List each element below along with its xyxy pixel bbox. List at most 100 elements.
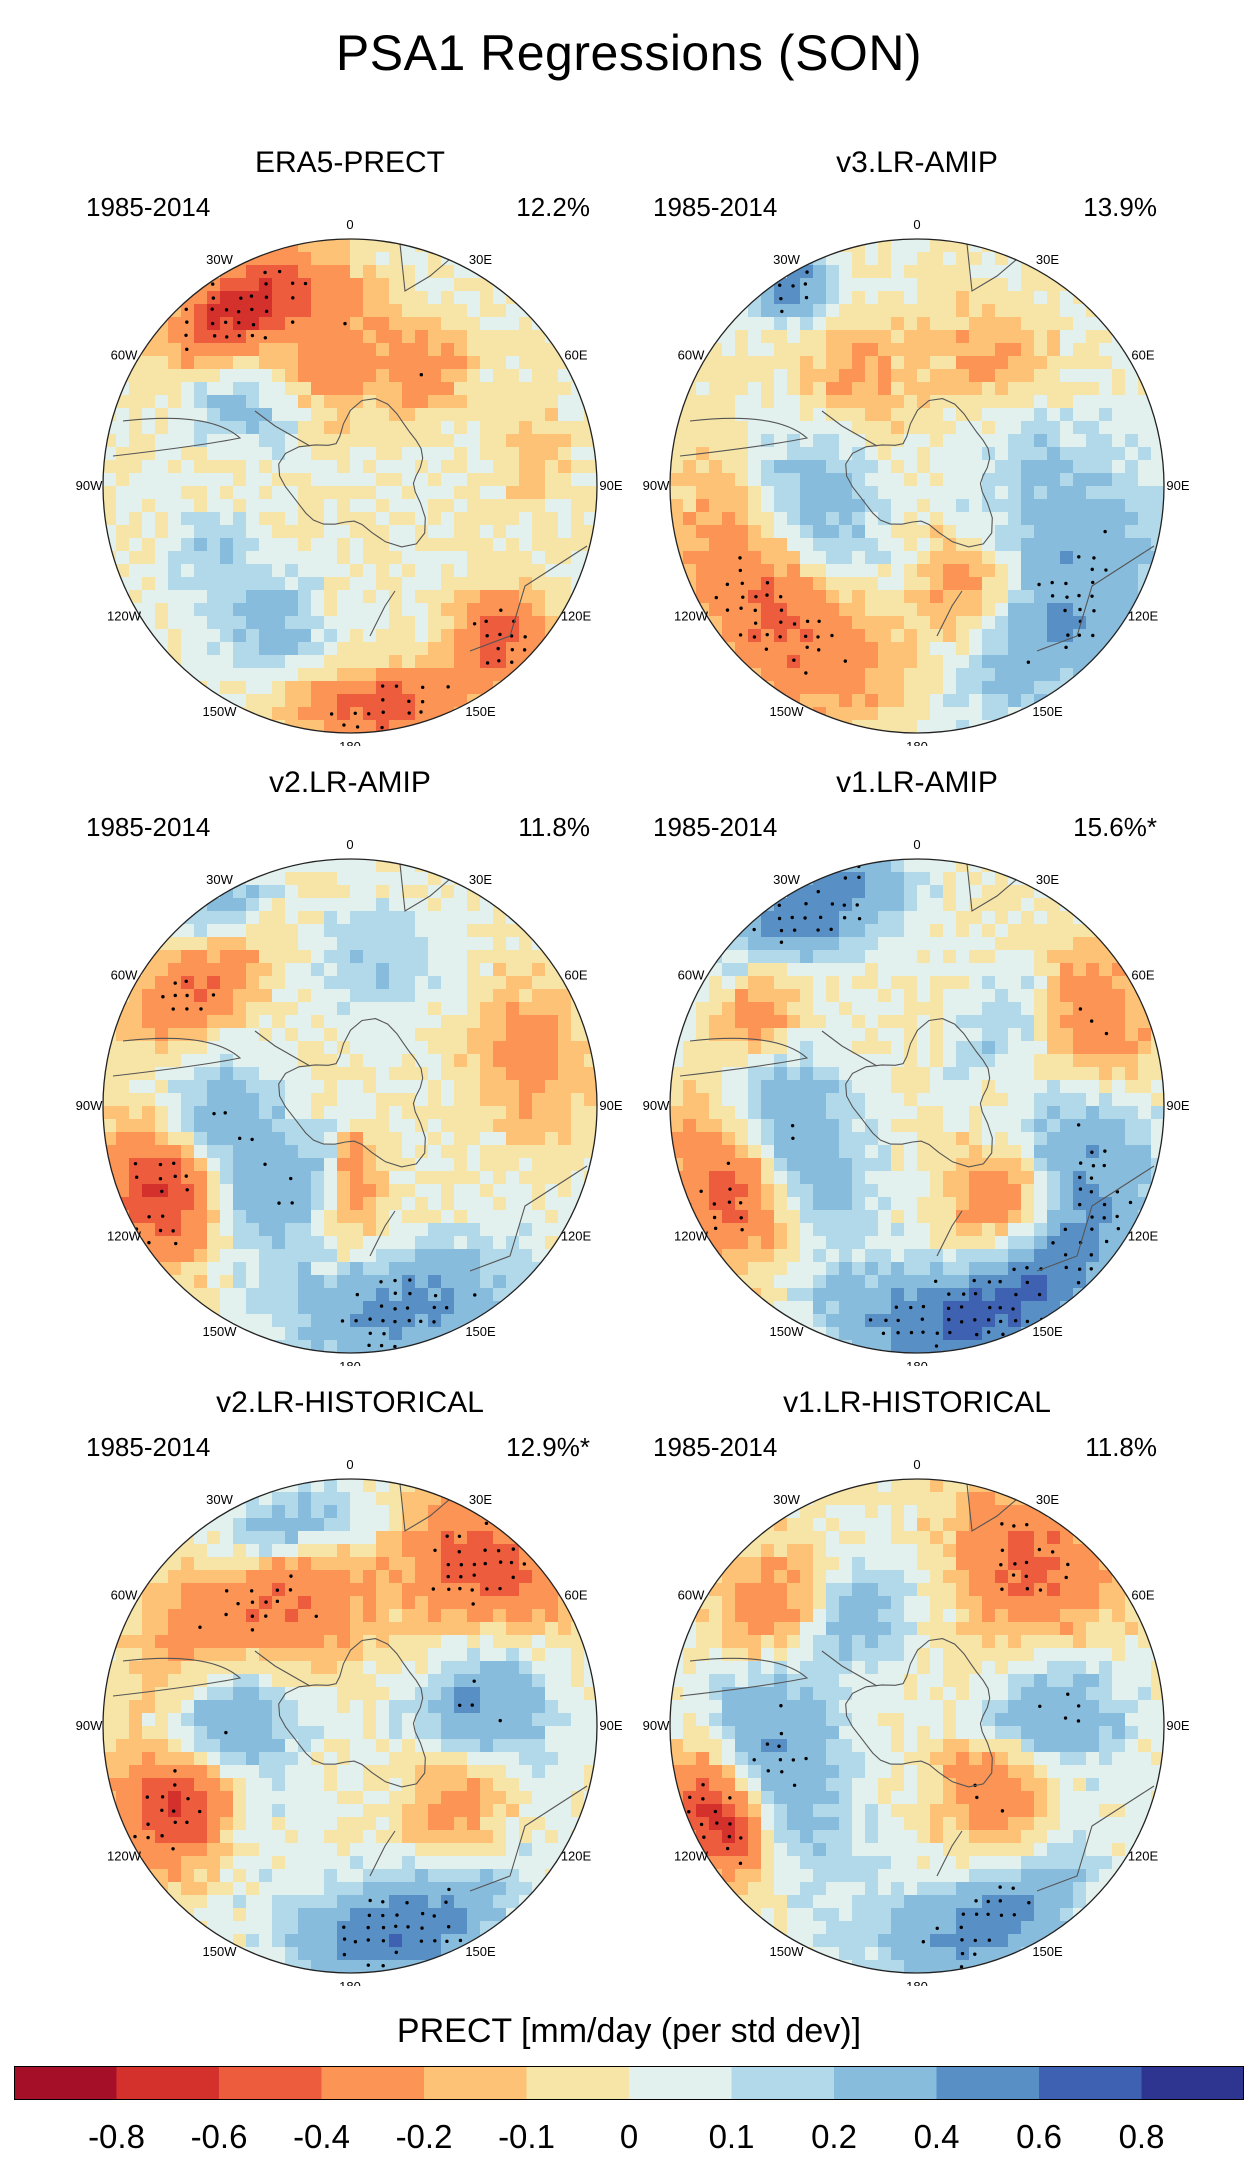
field-cell: [233, 1093, 247, 1107]
field-cell: [415, 898, 429, 912]
field-cell: [207, 1054, 221, 1068]
field-cell: [259, 538, 273, 552]
field-cell: [402, 1262, 416, 1276]
field-cell: [194, 1093, 208, 1107]
significance-dot: [264, 309, 269, 314]
field-cell: [194, 1119, 208, 1133]
field-cell: [402, 655, 416, 669]
field-cell: [787, 681, 801, 695]
field-cell: [259, 1145, 273, 1159]
field-cell: [982, 1158, 996, 1172]
field-cell: [571, 1197, 585, 1211]
field-cell: [1138, 460, 1152, 474]
field-cell: [826, 642, 840, 656]
field-cell: [194, 317, 208, 331]
field-cell: [259, 885, 273, 899]
field-cell: [207, 642, 221, 656]
field-cell: [878, 1184, 892, 1198]
field-cell: [761, 447, 775, 461]
field-cell: [930, 1223, 944, 1237]
field-cell: [233, 499, 247, 513]
field-cell: [311, 924, 325, 938]
field-cell: [350, 642, 364, 656]
field-cell: [969, 937, 983, 951]
field-cell: [155, 629, 169, 643]
field-cell: [467, 304, 481, 318]
field-cell: [865, 976, 879, 990]
field-cell: [376, 291, 390, 305]
field-cell: [761, 616, 775, 630]
field-cell: [428, 1249, 442, 1263]
field-cell: [519, 950, 533, 964]
field-cell: [865, 694, 879, 708]
field-cell: [1008, 1119, 1022, 1133]
field-cell: [389, 1106, 403, 1120]
field-cell: [683, 1171, 697, 1185]
field-cell: [402, 950, 416, 964]
field-cell: [1034, 590, 1048, 604]
field-cell: [1034, 1184, 1048, 1198]
significance-dot: [484, 619, 488, 624]
field-cell: [129, 1145, 143, 1159]
field-cell: [813, 1262, 827, 1276]
field-cell: [506, 1288, 520, 1302]
significance-dot: [986, 1318, 991, 1322]
field-cell: [493, 616, 507, 630]
longitude-label: 120W: [107, 1229, 142, 1244]
field-cell: [1060, 1197, 1074, 1211]
field-cell: [324, 694, 338, 708]
field-cell: [1008, 408, 1022, 422]
field-cell: [800, 1223, 814, 1237]
field-cell: [194, 1184, 208, 1198]
field-cell: [904, 369, 918, 383]
field-cell: [207, 486, 221, 500]
field-cell: [467, 408, 481, 422]
field-cell: [181, 1275, 195, 1289]
significance-dot: [393, 1319, 397, 1324]
field-cell: [298, 937, 312, 951]
field-cell: [480, 1288, 494, 1302]
field-cell: [1047, 343, 1061, 357]
field-cell: [376, 872, 390, 886]
field-cell: [761, 950, 775, 964]
field-cell: [467, 1132, 481, 1146]
field-cell: [389, 278, 403, 292]
field-cell: [402, 304, 416, 318]
field-cell: [930, 291, 944, 305]
field-cell: [943, 1171, 957, 1185]
significance-dot: [1064, 1265, 1068, 1270]
significance-dot: [264, 282, 268, 286]
field-cell: [194, 447, 208, 461]
field-cell: [415, 668, 429, 682]
field-cell: [116, 1028, 130, 1042]
field-cell: [532, 1041, 546, 1055]
field-cell: [852, 1132, 866, 1146]
significance-dot: [160, 1214, 165, 1218]
field-cell: [207, 1210, 221, 1224]
field-cell: [129, 512, 143, 526]
field-cell: [904, 629, 918, 643]
field-cell: [506, 473, 520, 487]
field-cell: [735, 1067, 749, 1081]
field-cell: [774, 460, 788, 474]
field-cell: [917, 564, 931, 578]
field-cell: [1047, 629, 1061, 643]
field-cell: [441, 512, 455, 526]
significance-dot: [972, 1278, 976, 1283]
field-cell: [298, 1301, 312, 1315]
field-cell: [558, 434, 572, 448]
field-cell: [311, 1340, 325, 1353]
field-cell: [800, 1041, 814, 1055]
field-cell: [376, 408, 390, 422]
field-cell: [233, 408, 247, 422]
field-cell: [441, 642, 455, 656]
field-cell: [1073, 395, 1087, 409]
field-cell: [787, 512, 801, 526]
field-cell: [917, 924, 931, 938]
longitude-label: 30E: [1036, 252, 1059, 267]
field-cell: [1047, 512, 1061, 526]
significance-dot: [419, 373, 424, 377]
field-cell: [272, 1301, 286, 1315]
field-cell: [493, 525, 507, 539]
field-cell: [168, 369, 182, 383]
